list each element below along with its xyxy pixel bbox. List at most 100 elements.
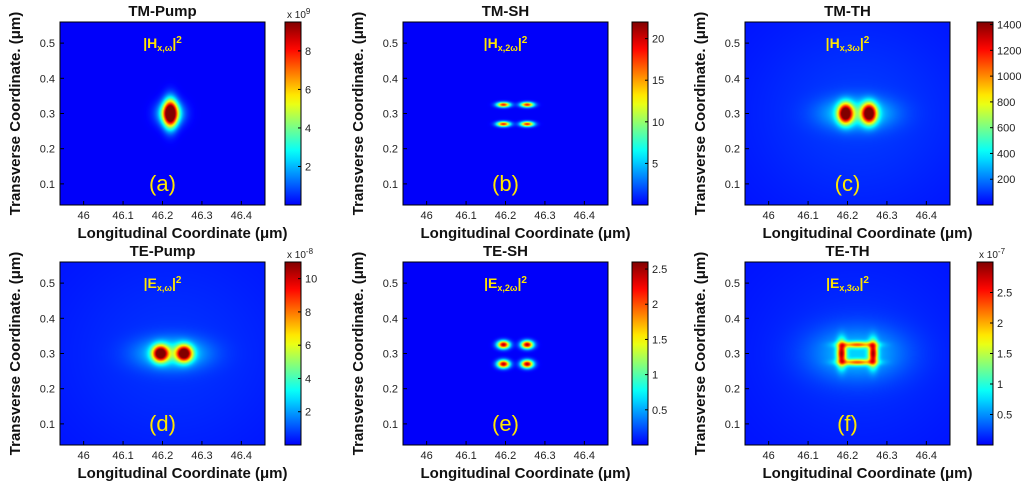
colorbar-exponent: x 109 xyxy=(287,7,311,21)
x-tick-label: 46 xyxy=(78,210,90,222)
x-axis-label: Longitudinal Coordinate (μm) xyxy=(78,465,288,482)
x-axis-label: Longitudinal Coordinate (μm) xyxy=(421,465,631,482)
x-tick-label: 46.2 xyxy=(495,210,516,222)
x-tick-label: 46.2 xyxy=(152,210,173,222)
panel-label: (b) xyxy=(492,171,519,196)
colorbar-tick-label: 2 xyxy=(652,299,658,311)
x-axis-label: Longitudinal Coordinate (μm) xyxy=(78,225,288,242)
y-axis-label: Transverse Coordinate. (μm) xyxy=(692,252,709,455)
y-tick-label: 0.5 xyxy=(40,38,55,50)
colorbar-tick-label: 2 xyxy=(997,318,1003,330)
colorbar-tick-label: 0.5 xyxy=(652,405,667,417)
x-tick-label: 46.1 xyxy=(797,450,818,462)
y-tick-label: 0.5 xyxy=(40,278,55,290)
x-tick-label: 46 xyxy=(421,210,433,222)
colorbar-tick-label: 600 xyxy=(997,123,1015,135)
y-tick-label: 0.5 xyxy=(383,278,398,290)
panel-4: 46 46.1 46.2 46.3 46.40.10.20.30.40.5TE-Pump… xyxy=(7,243,317,482)
y-tick-label: 0.2 xyxy=(40,384,55,396)
y-axis-label: Transverse Coordinate. (μm) xyxy=(7,12,24,215)
colorbar-tick-label: 1400 xyxy=(997,20,1021,32)
colorbar-tick-label: 800 xyxy=(997,97,1015,109)
colorbar-tick-label: 1 xyxy=(997,379,1003,391)
panel-label: (f) xyxy=(837,411,858,436)
colorbar-tick-label: 2.5 xyxy=(652,264,667,276)
x-tick-label: 46.1 xyxy=(797,210,818,222)
colorbar-tick-label: 6 xyxy=(305,84,311,96)
y-tick-label: 0.2 xyxy=(725,384,740,396)
x-tick-label: 46.3 xyxy=(191,210,212,222)
x-axis-label: Longitudinal Coordinate (μm) xyxy=(763,225,973,242)
y-tick-label: 0.2 xyxy=(383,144,398,156)
panel-title: TM-SH xyxy=(482,3,530,20)
colorbar-tick-label: 10 xyxy=(652,117,664,129)
y-tick-label: 0.5 xyxy=(725,278,740,290)
x-tick-label: 46.1 xyxy=(455,210,476,222)
x-tick-label: 46.4 xyxy=(231,450,252,462)
y-tick-label: 0.1 xyxy=(725,419,740,431)
panel-label: (d) xyxy=(149,411,176,436)
x-tick-label: 46.2 xyxy=(495,450,516,462)
colorbar-tick-label: 10 xyxy=(305,274,317,286)
colorbar-exponent: x 10-8 xyxy=(287,247,314,261)
y-tick-label: 0.5 xyxy=(725,38,740,50)
panel-title: TE-TH xyxy=(825,243,869,260)
x-tick-label: 46 xyxy=(763,450,775,462)
colorbar-tick-label: 5 xyxy=(652,158,658,170)
y-tick-label: 0.4 xyxy=(725,313,740,325)
y-tick-label: 0.1 xyxy=(383,419,398,431)
y-tick-label: 0.2 xyxy=(725,144,740,156)
colorbar-tick-label: 200 xyxy=(997,174,1015,186)
colorbar xyxy=(977,22,993,205)
colorbar-tick-label: 4 xyxy=(305,373,311,385)
panel-title: TE-Pump xyxy=(130,243,196,260)
colorbar-tick-label: 8 xyxy=(305,46,311,58)
x-tick-label: 46.4 xyxy=(231,210,252,222)
y-tick-label: 0.5 xyxy=(383,38,398,50)
colorbar-tick-label: 2.5 xyxy=(997,288,1012,300)
y-axis-label: Transverse Coordinate. (μm) xyxy=(7,252,24,455)
x-tick-label: 46.3 xyxy=(191,450,212,462)
colorbar-tick-label: 1 xyxy=(652,370,658,382)
y-axis-label: Transverse Coordinate. (μm) xyxy=(350,252,367,455)
y-tick-label: 0.3 xyxy=(725,349,740,361)
x-axis-label: Longitudinal Coordinate (μm) xyxy=(763,465,973,482)
panel-title: TM-TH xyxy=(824,3,871,20)
y-tick-label: 0.1 xyxy=(725,179,740,191)
panel-title: TE-SH xyxy=(483,243,528,260)
colorbar-tick-label: 4 xyxy=(305,123,311,135)
colorbar-tick-label: 2 xyxy=(305,161,311,173)
x-axis-label: Longitudinal Coordinate (μm) xyxy=(421,225,631,242)
colorbar-tick-label: 1000 xyxy=(997,71,1021,83)
colorbar-tick-label: 8 xyxy=(305,307,311,319)
panel-label: (e) xyxy=(492,411,519,436)
x-tick-label: 46 xyxy=(421,450,433,462)
y-tick-label: 0.1 xyxy=(383,179,398,191)
y-axis-label: Transverse Coordinate. (μm) xyxy=(692,12,709,215)
y-tick-label: 0.3 xyxy=(40,349,55,361)
y-tick-label: 0.4 xyxy=(725,73,740,85)
y-tick-label: 0.1 xyxy=(40,179,55,191)
panel-label: (c) xyxy=(835,171,861,196)
panel-3: 46 46.1 46.2 46.3 46.40.10.20.30.40.5TM-THLo… xyxy=(692,3,1021,242)
colorbar xyxy=(632,22,648,205)
y-tick-label: 0.2 xyxy=(383,384,398,396)
colorbar-tick-label: 2 xyxy=(305,407,311,419)
panel-6: 46 46.1 46.2 46.3 46.40.10.20.30.40.5TE-THLo… xyxy=(692,243,1012,482)
x-tick-label: 46.1 xyxy=(112,450,133,462)
x-tick-label: 46.3 xyxy=(534,450,555,462)
panel-label: (a) xyxy=(149,171,176,196)
y-tick-label: 0.4 xyxy=(383,73,398,85)
panel-1: 46 46.1 46.2 46.3 46.40.10.20.30.40.5TM-Pump… xyxy=(7,3,311,242)
colorbar-tick-label: 15 xyxy=(652,75,664,87)
colorbar-tick-label: 1.5 xyxy=(652,334,667,346)
y-tick-label: 0.4 xyxy=(383,313,398,325)
x-tick-label: 46.1 xyxy=(112,210,133,222)
colorbar-tick-label: 6 xyxy=(305,340,311,352)
x-tick-label: 46.2 xyxy=(837,450,858,462)
colorbar-exponent: x 10-7 xyxy=(979,247,1006,261)
x-tick-label: 46.2 xyxy=(152,450,173,462)
x-tick-label: 46.3 xyxy=(534,210,555,222)
x-tick-label: 46.2 xyxy=(837,210,858,222)
